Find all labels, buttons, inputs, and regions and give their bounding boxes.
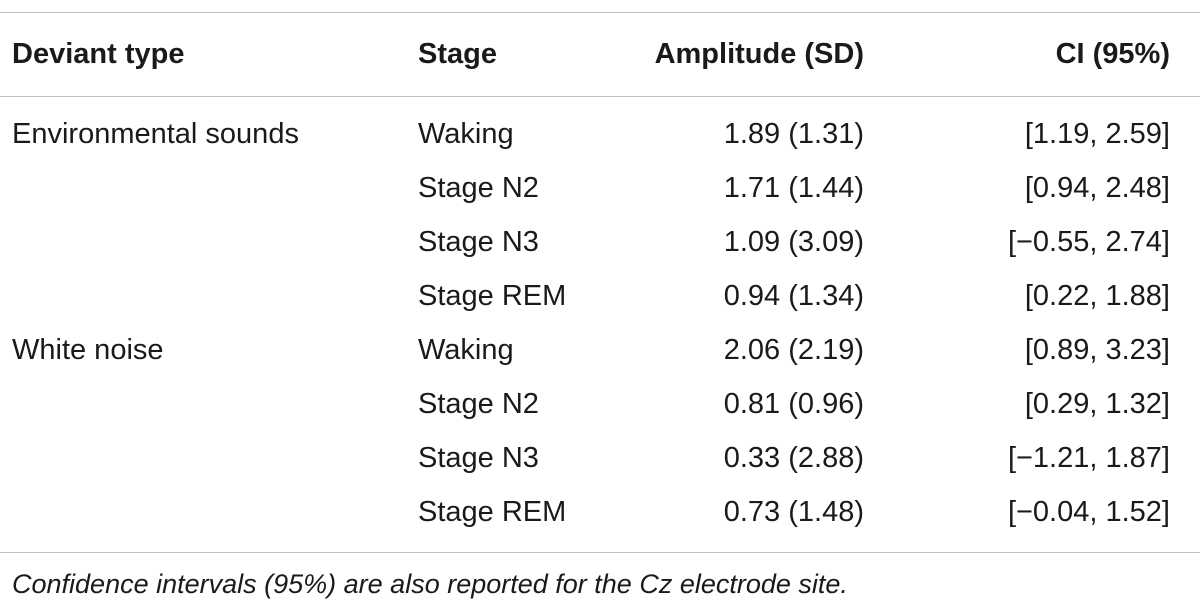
cell-ci: [1.19, 2.59] bbox=[1024, 118, 1170, 150]
cell-amplitude: 2.06 (2.19) bbox=[723, 334, 864, 366]
cell-amplitude: 0.94 (1.34) bbox=[723, 280, 864, 312]
cell-stage: Waking bbox=[418, 118, 514, 150]
cell-amplitude: 1.09 (3.09) bbox=[723, 226, 864, 258]
cell-stage: Stage N3 bbox=[418, 226, 539, 258]
cell-deviant-type: Environmental sounds bbox=[12, 118, 299, 150]
cell-ci: [−0.04, 1.52] bbox=[1007, 496, 1170, 528]
header-stage: Stage bbox=[418, 38, 497, 70]
table-top-rule bbox=[0, 12, 1200, 13]
cell-ci: [−0.55, 2.74] bbox=[1007, 226, 1170, 258]
cell-ci: [0.22, 1.88] bbox=[1024, 280, 1170, 312]
cell-amplitude: 1.89 (1.31) bbox=[723, 118, 864, 150]
cell-ci: [0.94, 2.48] bbox=[1024, 172, 1170, 204]
cell-stage: Stage N2 bbox=[418, 172, 539, 204]
header-ci: CI (95%) bbox=[1055, 38, 1170, 70]
cell-amplitude: 0.81 (0.96) bbox=[723, 388, 864, 420]
cell-stage: Stage REM bbox=[418, 496, 567, 528]
cell-stage: Stage N3 bbox=[418, 442, 539, 474]
cell-stage: Waking bbox=[418, 334, 514, 366]
table-footnote: Confidence intervals (95%) are also repo… bbox=[12, 569, 848, 599]
cell-ci: [0.29, 1.32] bbox=[1024, 388, 1170, 420]
cell-ci: [−1.21, 1.87] bbox=[1007, 442, 1170, 474]
cell-stage: Stage N2 bbox=[418, 388, 539, 420]
header-deviant-type: Deviant type bbox=[12, 38, 185, 70]
cell-amplitude: 1.71 (1.44) bbox=[723, 172, 864, 204]
cell-ci: [0.89, 3.23] bbox=[1024, 334, 1170, 366]
cell-amplitude: 0.73 (1.48) bbox=[723, 496, 864, 528]
cell-stage: Stage REM bbox=[418, 280, 567, 312]
header-amplitude: Amplitude (SD) bbox=[654, 38, 864, 70]
cell-deviant-type: White noise bbox=[12, 334, 164, 366]
table-header-rule bbox=[0, 96, 1200, 97]
cell-amplitude: 0.33 (2.88) bbox=[723, 442, 864, 474]
table-bottom-rule bbox=[0, 552, 1200, 553]
